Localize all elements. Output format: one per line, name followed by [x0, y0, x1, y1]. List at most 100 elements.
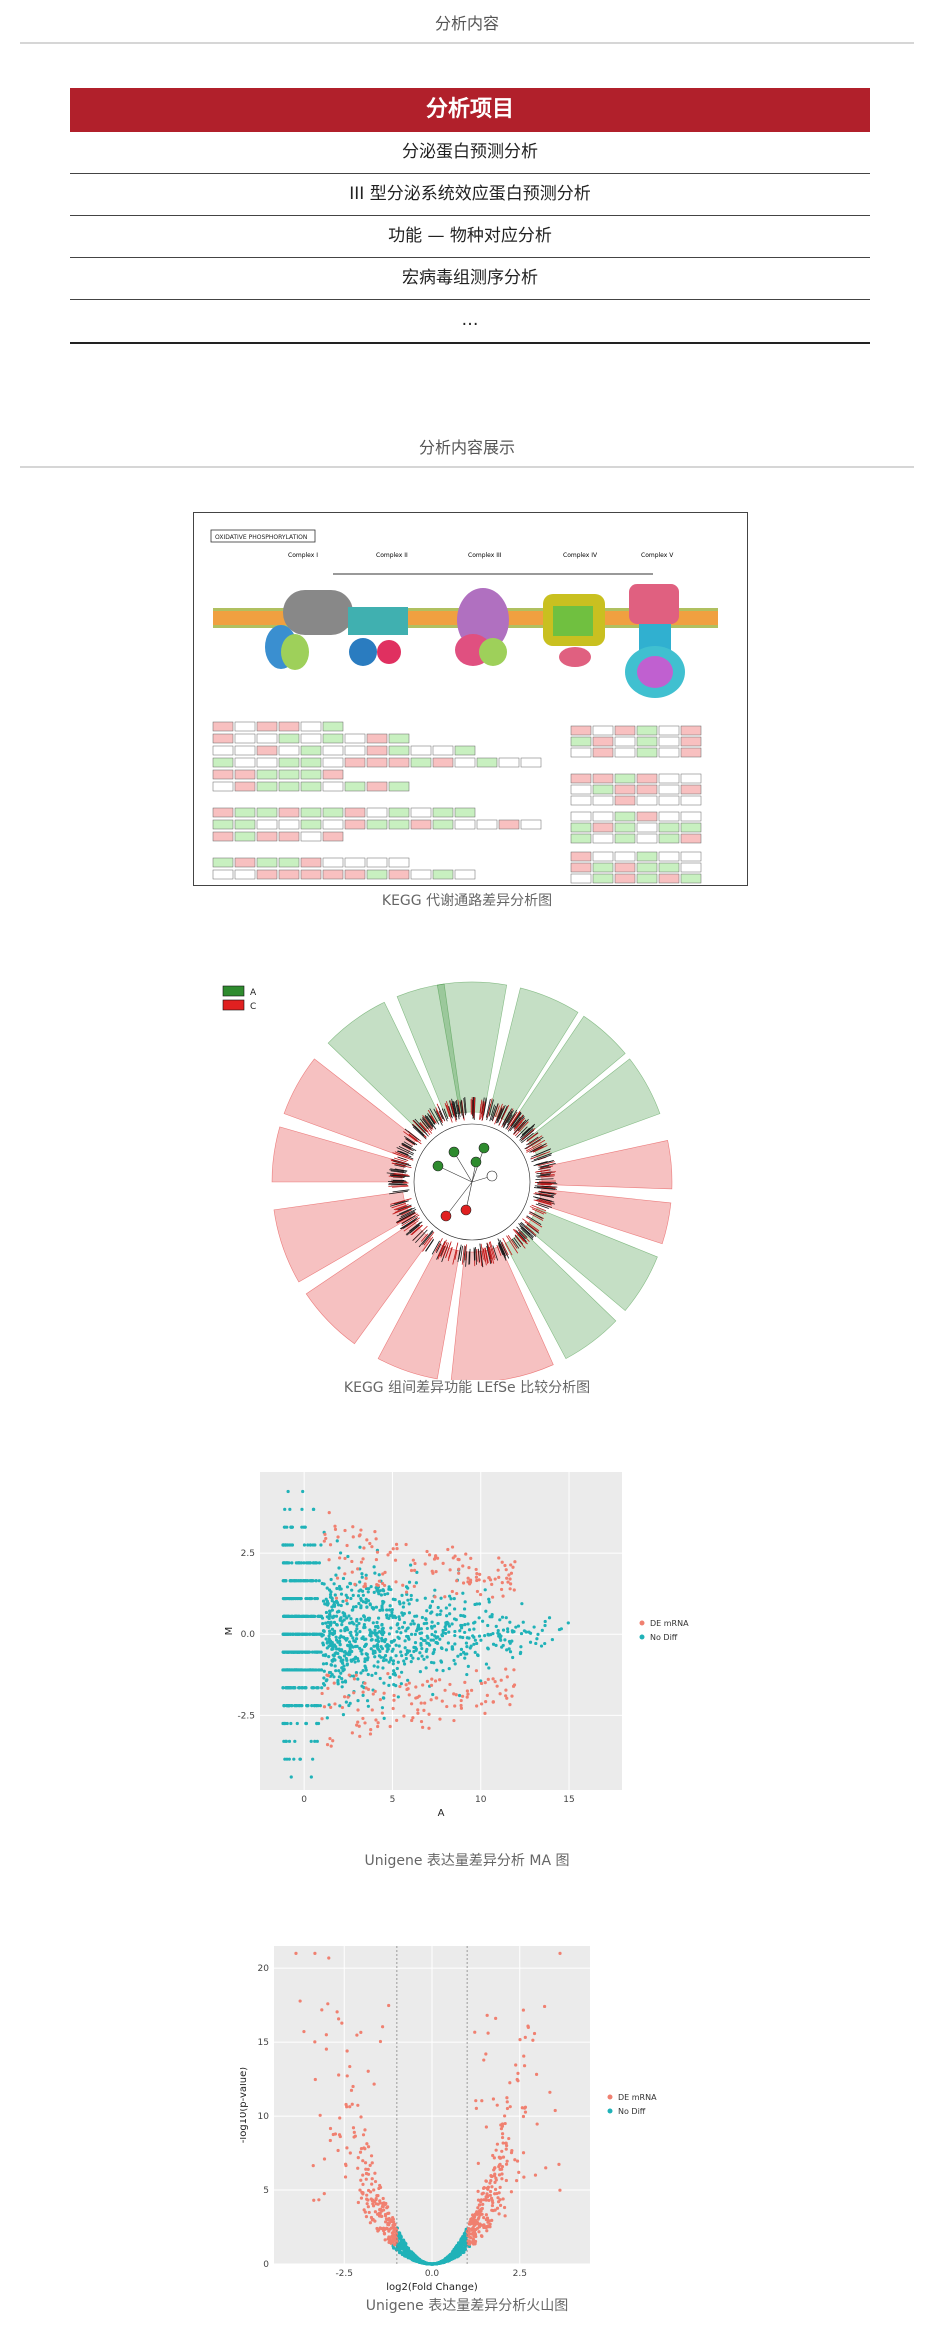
gene-box — [388, 807, 410, 818]
gene-box — [680, 795, 702, 806]
data-point — [310, 1650, 315, 1654]
data-point — [341, 1713, 346, 1717]
gene-box — [234, 745, 256, 756]
data-point — [505, 2106, 510, 2111]
data-point — [442, 2259, 446, 2264]
data-point — [393, 1671, 397, 1675]
legend-swatch-a — [222, 985, 245, 997]
data-point — [445, 1614, 449, 1618]
data-point — [505, 1576, 509, 1580]
data-point — [424, 1617, 428, 1621]
data-point — [500, 2122, 505, 2126]
data-point — [398, 1684, 402, 1689]
data-point — [472, 1642, 476, 1646]
data-point — [496, 2200, 501, 2204]
data-point — [311, 1507, 316, 1511]
gene-box — [680, 822, 702, 833]
data-point — [370, 2177, 374, 2181]
data-point — [355, 2033, 359, 2037]
data-point — [522, 2054, 526, 2058]
data-point — [360, 1572, 364, 1576]
data-point — [411, 1656, 415, 1660]
data-point — [487, 1597, 491, 1601]
data-point — [389, 1658, 393, 1662]
data-point — [375, 1588, 379, 1592]
data-point — [462, 1607, 467, 1611]
data-point — [354, 1633, 359, 1637]
data-point — [292, 1757, 296, 1761]
gene-box — [212, 819, 234, 830]
data-point — [487, 1666, 491, 1670]
data-point — [438, 1717, 442, 1721]
gene-box — [410, 869, 432, 880]
data-point — [429, 1660, 434, 1665]
data-point — [311, 1686, 315, 1690]
data-point — [319, 1543, 323, 1547]
gene-box — [658, 851, 680, 862]
data-point — [296, 1561, 300, 1565]
data-point — [472, 1621, 476, 1625]
data-point — [361, 2182, 365, 2186]
data-point — [455, 1579, 459, 1583]
data-point — [333, 1664, 337, 1668]
gene-box — [432, 757, 454, 768]
series-no-diff — [281, 1489, 570, 1779]
data-point — [463, 1630, 467, 1635]
gene-box — [476, 757, 498, 768]
data-point — [351, 1593, 355, 1597]
gene-box — [658, 784, 680, 795]
data-point — [410, 1632, 414, 1636]
data-point — [339, 1603, 343, 1608]
data-point — [359, 2178, 363, 2182]
data-point — [394, 1580, 398, 1584]
data-point — [493, 2208, 497, 2212]
data-point — [281, 1543, 286, 1547]
data-point — [532, 1625, 536, 1629]
data-point — [500, 2167, 504, 2171]
data-point — [472, 2222, 476, 2226]
data-point — [331, 1647, 335, 1651]
data-point — [488, 2181, 492, 2185]
data-point — [523, 2110, 528, 2114]
data-point — [343, 1528, 347, 1533]
data-point — [500, 2165, 505, 2169]
data-point — [341, 1611, 345, 1615]
gene-box — [658, 747, 680, 758]
data-point — [335, 1576, 340, 1580]
gene-box — [636, 736, 658, 747]
data-point — [557, 2162, 561, 2166]
data-point — [433, 1555, 438, 1560]
gene-box — [592, 822, 614, 833]
data-point — [341, 1576, 346, 1581]
data-point — [321, 1622, 325, 1626]
gene-box — [410, 757, 432, 768]
data-point — [288, 1668, 292, 1672]
data-point — [433, 1630, 438, 1634]
data-point — [336, 1680, 340, 1684]
data-point — [322, 2157, 327, 2161]
data-point — [506, 1580, 510, 1584]
data-point — [469, 2236, 473, 2240]
gene-box — [614, 747, 636, 758]
gene-box — [212, 769, 234, 780]
data-point — [535, 2122, 539, 2126]
data-point — [361, 1669, 365, 1673]
data-point — [461, 2250, 465, 2255]
data-point — [338, 2116, 342, 2120]
data-point — [503, 2114, 507, 2118]
data-point — [409, 1653, 413, 1658]
data-point — [320, 1691, 324, 1696]
data-point — [376, 1665, 380, 1669]
data-point — [363, 1582, 367, 1586]
data-point — [547, 1616, 552, 1620]
data-point — [416, 1708, 420, 1712]
data-point — [359, 1560, 364, 1564]
data-point — [353, 1660, 357, 1664]
data-point — [366, 1704, 370, 1708]
data-point — [319, 1668, 324, 1672]
data-point — [455, 2244, 460, 2248]
data-point — [400, 2247, 404, 2251]
data-point — [328, 1736, 332, 1741]
gene-box — [366, 733, 388, 744]
series-de-mrna — [294, 1951, 562, 2247]
